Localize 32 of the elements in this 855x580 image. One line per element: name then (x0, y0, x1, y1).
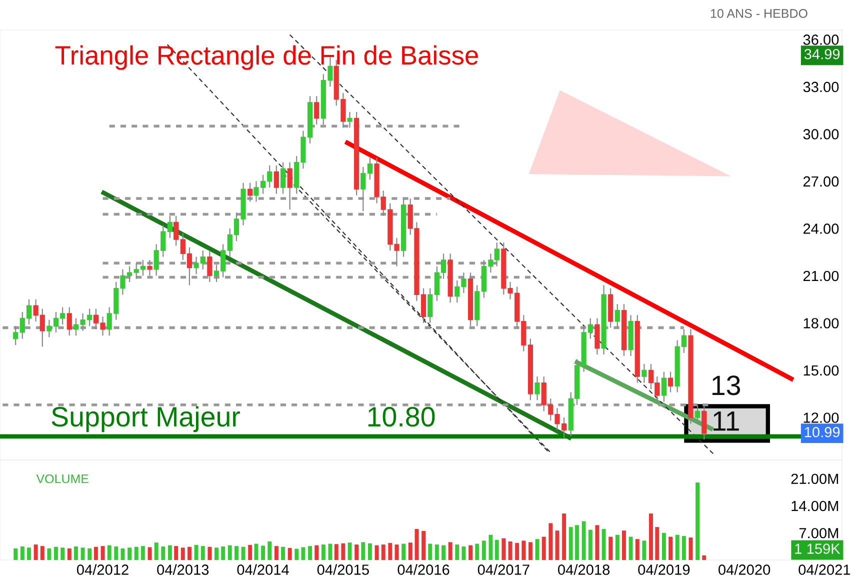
x-tick-label: 04/2014 (237, 564, 289, 575)
x-tick-label: 04/2018 (558, 564, 610, 575)
x-tick-label: 04/2015 (317, 564, 369, 575)
x-tick-label: 04/2021 (798, 564, 850, 575)
annotation: 1 159K (795, 544, 840, 554)
y-tick-label: 14.00M (792, 500, 838, 512)
annotation: 34.99 (804, 48, 840, 60)
y-tick-label: 30.00 (803, 129, 839, 140)
x-tick-label: 04/2020 (718, 564, 770, 575)
chart-subtitle: 10 ANS - HEBDO (710, 9, 808, 18)
y-tick-label: 36.00 (803, 34, 839, 45)
y-tick-label: 21.00 (803, 270, 839, 282)
y-tick-label: 7.00M (799, 528, 838, 538)
annotation: 10.80 (368, 406, 435, 427)
x-tick-label: 04/2013 (157, 564, 209, 575)
x-tick-label: 04/2016 (398, 564, 450, 575)
x-tick-label: 04/2012 (76, 564, 128, 575)
x-tick-label: 04/2019 (638, 564, 690, 575)
y-tick-label: 12.00 (804, 412, 839, 423)
y-tick-label: 24.00 (803, 224, 839, 234)
annotation: 11 (714, 412, 739, 431)
y-tick-label: 18.00 (804, 318, 839, 328)
annotation: 10.99 (804, 426, 840, 438)
x-tick-label: 04/2017 (478, 564, 530, 575)
annotation: 13 (712, 376, 740, 396)
y-axis-title: VOLUME (36, 474, 88, 484)
annotation: Support Majeur (52, 406, 240, 432)
y-tick-label: 15.00 (804, 365, 839, 376)
y-tick-label: 27.00 (803, 176, 839, 187)
y-tick-label: 21.00M (791, 474, 838, 484)
y-tick-label: 33.00 (803, 82, 839, 92)
text: Triangle Rectangle de Fin de Baisse (55, 45, 478, 70)
